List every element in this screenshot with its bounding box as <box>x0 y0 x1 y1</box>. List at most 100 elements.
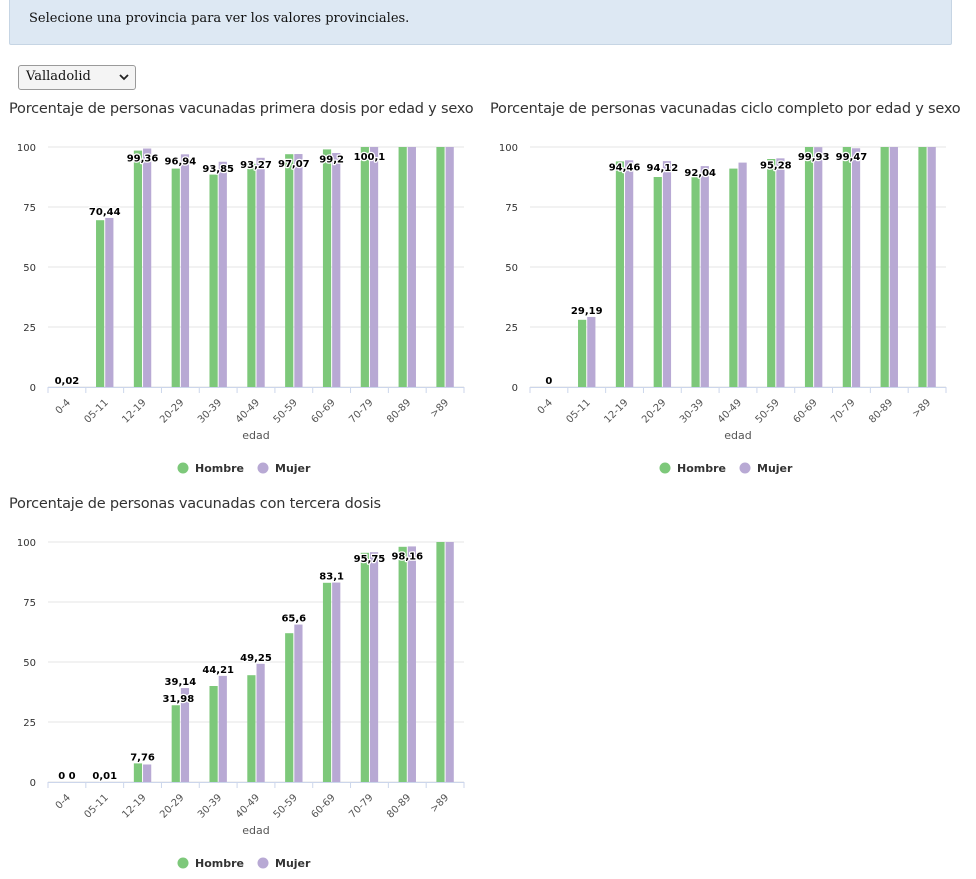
legend-label: Hombre <box>195 462 244 475</box>
bar-hombre <box>96 220 105 387</box>
bar-hombre <box>578 319 587 387</box>
bar-mujer <box>218 161 227 387</box>
bar-hombre <box>285 154 294 387</box>
legend-label: Hombre <box>677 462 726 475</box>
bar-mujer <box>218 675 227 782</box>
bar-mujer <box>180 688 190 782</box>
y-tick-label: 25 <box>23 323 36 334</box>
bar-hombre <box>247 163 256 387</box>
bar-mujer <box>445 542 454 782</box>
bar-hombre <box>653 177 662 387</box>
bar-mujer <box>587 316 596 387</box>
bar-hombre <box>247 675 256 782</box>
data-label: 0 0 <box>58 771 75 782</box>
data-label: 65,6 <box>281 614 306 625</box>
bar-hombre <box>209 686 218 782</box>
y-tick-label: 100 <box>499 143 518 154</box>
bar-mujer <box>143 148 152 387</box>
x-tick-label: 30-39 <box>196 397 224 425</box>
data-label: 98,16 <box>391 551 423 562</box>
bar-hombre <box>729 168 738 387</box>
data-label: 99,2 <box>319 154 344 165</box>
y-tick-label: 75 <box>23 203 36 214</box>
bar-hombre <box>767 159 776 387</box>
bar-hombre <box>171 705 180 782</box>
bar-hombre <box>322 149 332 387</box>
bar-mujer <box>927 147 936 387</box>
bar-mujer <box>700 166 709 387</box>
info-notice: Selecione una provincia para ver los val… <box>9 0 952 45</box>
bar-mujer <box>851 148 861 387</box>
legend-item-mujer[interactable]: Mujer <box>739 462 794 475</box>
bar-mujer <box>662 161 672 387</box>
data-label: 0,02 <box>55 376 80 387</box>
data-label: 93,27 <box>240 160 272 171</box>
data-label: 70,44 <box>89 207 121 218</box>
y-tick-label: 50 <box>23 263 36 274</box>
data-label: 0,01 <box>92 771 117 782</box>
x-tick-label: >89 <box>429 792 452 815</box>
data-label: 7,76 <box>130 752 155 763</box>
x-tick-label: 60-69 <box>309 792 337 820</box>
x-tick-label: 20-29 <box>158 397 186 425</box>
bar-hombre <box>398 147 407 387</box>
province-select[interactable]: Valladolid <box>18 65 136 90</box>
y-tick-label: 50 <box>505 263 518 274</box>
data-label: 100,1 <box>354 152 386 163</box>
legend-item-mujer[interactable]: Mujer <box>257 462 312 475</box>
bar-hombre <box>360 147 369 387</box>
bar-mujer <box>889 147 898 387</box>
y-tick-label: 100 <box>17 538 36 549</box>
data-label: 99,93 <box>798 152 830 163</box>
x-axis-title: edad <box>242 429 269 442</box>
x-axis-title: edad <box>724 429 751 442</box>
x-tick-label: 0-4 <box>54 397 73 416</box>
data-label: 96,94 <box>165 156 197 167</box>
x-tick-label: 50-59 <box>754 397 782 425</box>
data-label: 31,98 <box>163 694 195 705</box>
bar-hombre <box>436 542 445 782</box>
bar-hombre <box>133 763 143 782</box>
legend-label: Mujer <box>275 462 311 475</box>
x-tick-label: 40-49 <box>716 397 744 425</box>
bar-mujer <box>445 147 454 387</box>
legend-item-hombre[interactable]: Hombre <box>177 462 244 475</box>
x-tick-label: 60-69 <box>309 397 337 425</box>
bar-mujer <box>369 147 379 387</box>
province-select-value: Valladolid <box>26 69 91 84</box>
bar-hombre <box>398 546 407 782</box>
x-tick-label: 12-19 <box>120 792 148 820</box>
data-label: 0 <box>545 376 552 387</box>
x-tick-label: >89 <box>429 397 452 420</box>
x-tick-label: 20-29 <box>158 792 186 820</box>
x-tick-label: 30-39 <box>196 792 224 820</box>
bar-hombre <box>918 147 927 387</box>
bar-hombre <box>360 552 369 782</box>
bar-mujer <box>814 147 823 387</box>
data-label: 99,47 <box>836 152 868 163</box>
bar-hombre <box>209 174 218 387</box>
bar-mujer <box>625 160 634 387</box>
data-label: 95,28 <box>760 160 792 171</box>
data-label: 95,75 <box>354 554 386 565</box>
chart-title-ciclo-completo: Porcentaje de personas vacunadas ciclo c… <box>490 101 961 117</box>
x-tick-label: 0-4 <box>54 792 73 811</box>
y-tick-label: 75 <box>23 598 36 609</box>
x-tick-label: 05-11 <box>83 792 111 820</box>
legend-item-hombre[interactable]: Hombre <box>659 462 726 475</box>
legend-item-mujer[interactable]: Mujer <box>257 857 312 870</box>
x-tick-label: 05-11 <box>565 397 593 425</box>
notice-text: Selecione una provincia para ver los val… <box>29 11 410 26</box>
y-tick-label: 75 <box>505 203 518 214</box>
x-tick-label: 40-49 <box>234 397 262 425</box>
bar-mujer <box>738 162 747 387</box>
bar-mujer <box>180 154 190 387</box>
chart-tercera-dosis: 0 25 50 75 100 0-4 05-11 12-19 20-29 30-39 40-49 50… <box>17 538 465 870</box>
data-label: 39,14 <box>165 677 197 688</box>
bar-mujer <box>294 154 303 387</box>
chart-ciclo-completo: 0 25 50 75 100 0-4 05-11 12-19 20-29 30-39 40-49 50… <box>499 143 947 475</box>
legend-item-hombre[interactable]: Hombre <box>177 857 244 870</box>
x-tick-label: 70-79 <box>829 397 857 425</box>
y-tick-label: 0 <box>512 383 518 394</box>
x-tick-label: 80-89 <box>385 792 413 820</box>
